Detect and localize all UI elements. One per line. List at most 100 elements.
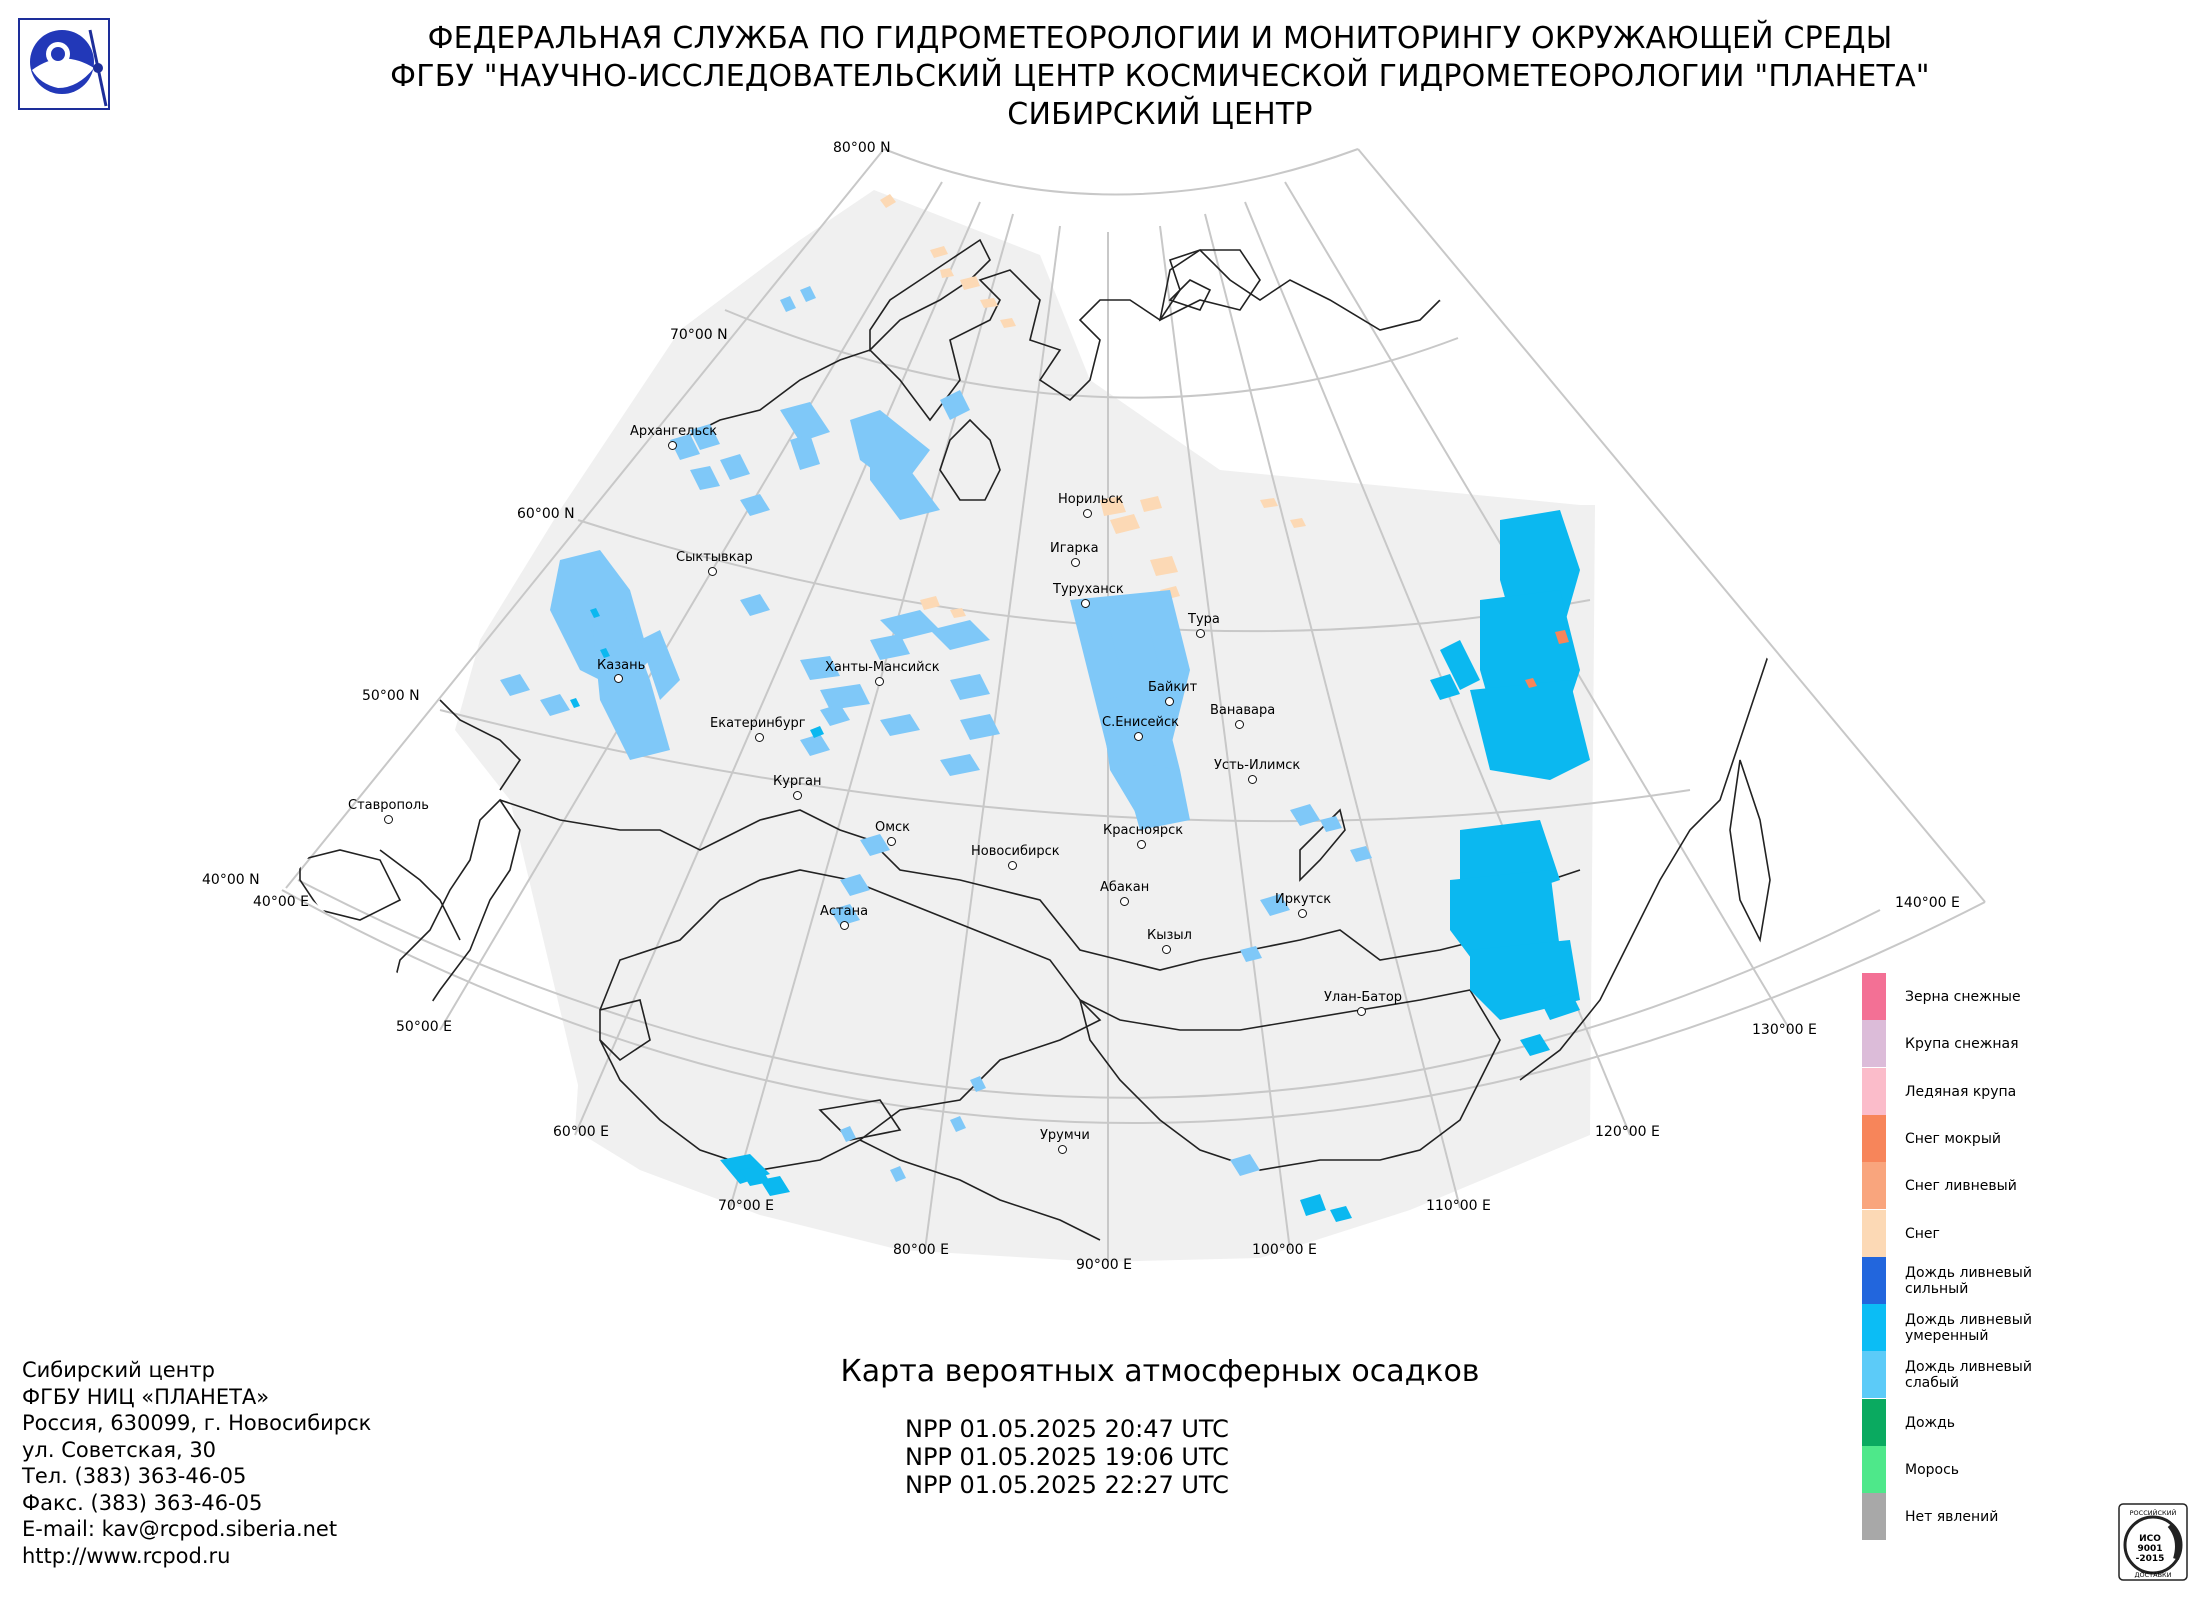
city-yekaterinburg: Екатеринбург [710,716,806,742]
lon-label-70: 70°00 E [718,1198,774,1214]
org-institute: ФГБУ НИЦ «ПЛАНЕТА» [22,1384,270,1409]
iso-top-text: РОССИЙСКИЙ [2130,1508,2177,1517]
legend-swatch [1862,1304,1886,1352]
lat-label-70: 70°00 N [670,327,728,343]
city-igarka: Игарка [1050,541,1099,567]
city-omsk: Омск [875,820,910,846]
city-novosibirsk: Новосибирск [971,844,1060,870]
legend-label: Нет явлений [1905,1509,1999,1526]
city-norilsk: Норильск [1058,492,1123,518]
lon-label-110: 110°00 E [1426,1198,1491,1214]
legend-label: Крупа снежная [1905,1036,2019,1053]
header-agency: ФЕДЕРАЛЬНАЯ СЛУЖБА ПО ГИДРОМЕТЕОРОЛОГИИ … [427,21,1893,56]
lon-label-50: 50°00 E [396,1019,452,1035]
precipitation-legend: Зерна снежные Крупа снежная Ледяная крупа С… [1862,973,2162,1541]
aral-sea [599,999,651,1062]
planeta-agency-logo-icon [18,18,110,110]
legend-swatch [1862,973,1886,1020]
legend-swatch [1862,1114,1886,1162]
city-urumqi: Урумчи [1040,1128,1090,1154]
city-krasnoyarsk: Красноярск [1103,823,1183,849]
caucasus-border [379,849,461,941]
lon-label-100: 100°00 E [1252,1242,1317,1258]
legend-label: Снег ливневый [1905,1178,2017,1195]
city-ust-ilimsk: Усть-Илимск [1214,758,1300,784]
novaya-zemlya [869,238,991,352]
parallel-70 [724,309,1459,399]
kamchatka [1759,469,1821,661]
city-abakan: Абакан [1100,880,1149,906]
caspian-sea [389,798,521,1022]
meridian-80 [924,225,1061,1251]
satellite-passes: NPP 01.05.2025 20:47 UTC NPP 01.05.2025 … [905,1415,1229,1499]
meridian-40 [285,148,885,889]
meridian-140 [1357,148,1986,903]
iso-year-text: -2015 [2136,1554,2165,1564]
city-syktyvkar: Сыктывкар [676,550,753,576]
black-sea [299,849,402,921]
legend-swatch [1862,1446,1886,1493]
map-title: Карта вероятных атмосферных осадков [840,1354,1480,1389]
lon-label-120: 120°00 E [1595,1124,1660,1140]
city-baykit: Байкит [1148,680,1197,706]
iso-num-text: 9001 [2137,1544,2162,1554]
org-phone: Тел. (383) 363-46-05 [22,1464,247,1488]
legend-swatch [1862,1162,1886,1210]
meridian-50 [439,181,943,1031]
legend-item: Нет явлений [1862,1493,2162,1541]
legend-swatch [1862,1493,1886,1541]
legend-swatch [1862,1398,1886,1446]
lat-label-80: 80°00 N [833,140,891,156]
legend-label: Морось [1905,1462,1960,1478]
meridian-60 [574,201,981,1136]
legend-item: Ледяная крупа [1862,1067,2162,1115]
lon-label-40: 40°00 E [253,894,309,910]
city-turukhansk: Туруханск [1053,582,1124,608]
iso-bottom-text: ДОСТАВКИ [2134,1571,2171,1579]
city-kurgan: Курган [773,774,821,800]
lon-label-60: 60°00 E [553,1124,609,1140]
legend-item: Снег мокрый [1862,1114,2162,1162]
city-astana: Астана [820,904,868,930]
org-address-street: ул. Советская, 30 [22,1437,217,1462]
baikal [1299,808,1346,882]
city-irkutsk: Иркутск [1275,892,1331,918]
legend-item: Снег [1862,1209,2162,1257]
legend-label: Ледяная крупа [1905,1083,2017,1100]
legend-label: Снег [1905,1225,1940,1242]
legend-label: Дождь ливневый слабый [1905,1359,2032,1392]
iso-mid-text: ИСО [2139,1534,2161,1544]
arctic-coast [679,229,1581,441]
legend-item: Дождь [1862,1398,2162,1446]
lon-label-80: 80°00 E [893,1242,949,1258]
city-tura: Тура [1188,612,1220,638]
city-arkhangelsk: Архангельск [630,424,717,450]
china-border [859,1139,1101,1241]
mongolia-border [1078,989,1501,1171]
legend-label: Дождь ливневый сильный [1905,1264,2032,1297]
legend-item: Дождь ливневый сильный [1862,1256,2162,1304]
legend-item: Дождь ливневый слабый [1862,1351,2162,1399]
sakhalin [1729,759,1771,943]
lat-label-60: 60°00 N [517,506,575,522]
legend-swatch [1862,1067,1886,1115]
legend-label: Дождь [1905,1414,1956,1431]
precip-rain-moderate [570,510,1590,1222]
precip-snow-wet [1525,630,1569,688]
precip-snow [880,194,1306,618]
lon-label-140: 140°00 E [1895,895,1960,911]
parallel-40 [297,879,1881,1099]
yamal [939,418,1001,501]
legend-item: Морось [1862,1446,2162,1493]
city-kazan: Казань [597,658,645,683]
legend-swatch [1862,1351,1886,1399]
org-email: E-mail: kav@rcpod.siberia.net [22,1517,338,1541]
precip-rain-light [500,286,1372,1182]
legend-item: Крупа снежная [1862,1020,2162,1068]
header-center: СИБИРСКИЙ ЦЕНТР [1007,97,1313,132]
legend-swatch [1862,1209,1886,1257]
lat-label-40: 40°00 N [202,872,260,888]
severnaya-zemlya [1168,279,1212,311]
parallel-35 [281,889,1986,1124]
